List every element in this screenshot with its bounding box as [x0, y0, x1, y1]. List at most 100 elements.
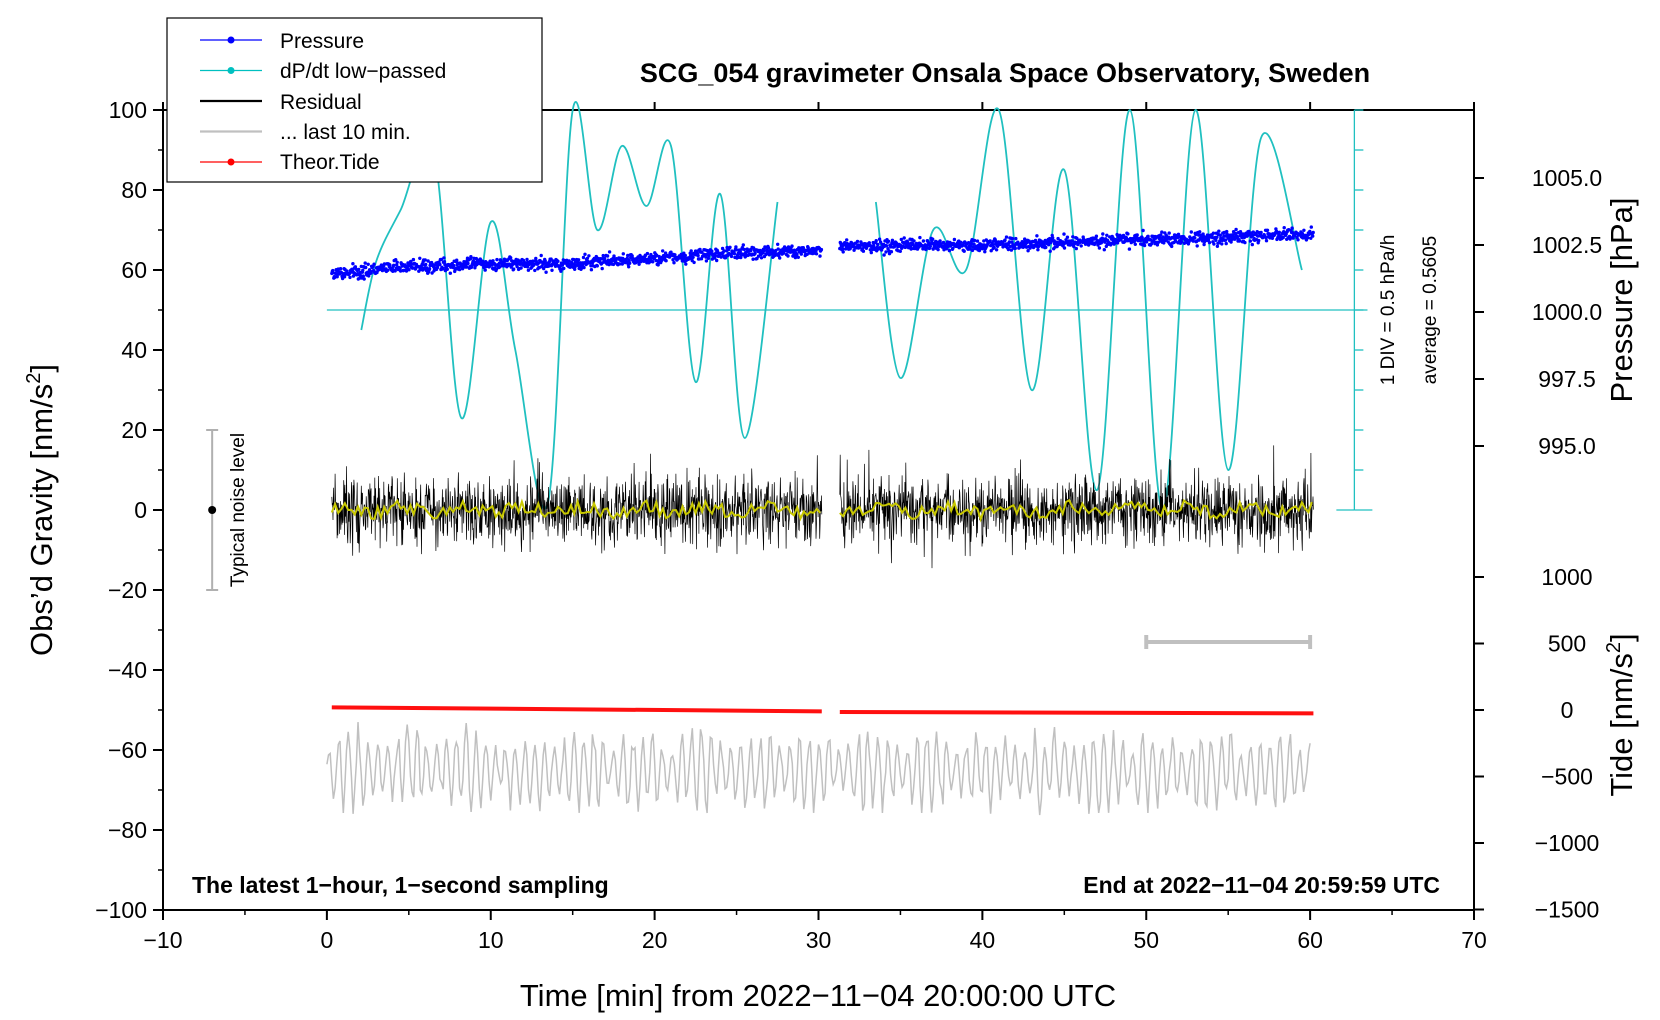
x-tick-label: 70: [1461, 927, 1487, 953]
pressure-tick-label: 995.0: [1538, 433, 1596, 459]
pressure-point: [1135, 233, 1139, 237]
pressure-point: [1014, 236, 1018, 241]
pressure-point: [841, 250, 845, 254]
tide-axis-label: Tide [nm/s2]: [1603, 633, 1639, 796]
pressure-point: [398, 269, 403, 273]
y-axis-pressure: 1005.0 1002.5 1000.0 997.5 995.0: [1474, 165, 1602, 459]
pressure-point: [734, 245, 738, 249]
pressure-point: [795, 252, 799, 257]
pressure-point: [533, 268, 537, 273]
pressure-point: [872, 243, 876, 248]
pressure-point: [871, 240, 875, 245]
pressure-point: [1176, 232, 1181, 236]
pressure-point: [495, 257, 499, 262]
pressure-point: [1070, 239, 1075, 243]
pressure-point: [1237, 239, 1242, 243]
pressure-point: [689, 249, 693, 253]
pressure-point: [424, 262, 428, 267]
pressure-point: [710, 249, 714, 253]
pressure-point: [445, 267, 449, 271]
x-tick-label: 60: [1297, 927, 1323, 953]
pressure-point: [962, 249, 966, 253]
pressure-point: [519, 266, 523, 270]
pressure-point: [818, 254, 822, 258]
y-tick-label: −60: [108, 737, 147, 763]
pressure-point: [1309, 225, 1314, 229]
pressure-point: [921, 239, 926, 243]
pressure-point: [989, 249, 993, 253]
pressure-point: [1036, 244, 1041, 249]
pressure-point: [542, 266, 546, 271]
pressure-point: [366, 262, 370, 266]
pressure-point: [673, 253, 677, 257]
pressure-point: [763, 246, 768, 250]
annotations: [206, 109, 1373, 649]
pressure-point: [1225, 229, 1229, 234]
tide-line-segment: [839, 709, 1314, 716]
y-axis-tide: 1000 500 0 −500 −1000 −1500: [1474, 564, 1599, 923]
pressure-point: [762, 249, 766, 253]
pressure-point: [691, 255, 695, 259]
pressure-point: [1229, 240, 1233, 244]
pressure-point: [1224, 241, 1228, 246]
pressure-point: [361, 268, 365, 272]
legend-items: [200, 36, 262, 166]
pressure-point: [753, 251, 757, 256]
y-tick-label: −100: [95, 897, 147, 923]
end-label: End at 2022−11−04 20:59:59 UTC: [1083, 872, 1440, 898]
pressure-point: [1170, 244, 1174, 249]
pressure-point: [448, 271, 452, 275]
pressure-point: [544, 270, 548, 274]
pressure-point: [363, 261, 367, 265]
pressure-point: [1036, 248, 1040, 252]
pressure-point: [1062, 232, 1066, 236]
legend-label-pressure: Pressure: [280, 30, 364, 53]
legend-label-residual: Residual: [280, 91, 362, 114]
pressure-point: [1079, 244, 1083, 248]
pressure-point: [991, 243, 995, 247]
pressure-point: [1071, 235, 1075, 239]
pressure-point: [457, 267, 462, 272]
tide-axis-label-sup: 2: [1603, 642, 1625, 653]
pressure-point: [671, 258, 675, 262]
pressure-point: [970, 248, 975, 253]
pressure-point: [442, 260, 447, 264]
pressure-point: [751, 257, 755, 261]
pressure-point: [1191, 239, 1196, 243]
pressure-point: [607, 262, 611, 267]
pressure-point: [899, 237, 903, 242]
pressure-point: [1049, 240, 1053, 245]
pressure-point: [983, 250, 987, 254]
pressure-point: [418, 256, 422, 260]
pressure-point: [1009, 248, 1014, 252]
pressure-tick-label: 1000.0: [1532, 299, 1602, 325]
pressure-point: [351, 262, 355, 266]
pressure-point: [1270, 236, 1275, 240]
pressure-point: [886, 239, 891, 243]
pressure-point: [884, 250, 888, 254]
pressure-point: [452, 263, 456, 268]
x-tick-label: 30: [806, 927, 832, 953]
pressure-point: [799, 252, 803, 256]
x-tick-label: 10: [478, 927, 504, 953]
series-dpdt: [360, 101, 1303, 511]
pressure-point: [952, 237, 957, 242]
pressure-point: [1282, 226, 1286, 230]
pressure-point: [975, 239, 980, 243]
pressure-point: [1149, 242, 1154, 246]
pressure-point: [425, 266, 429, 270]
pressure-point: [692, 260, 696, 265]
y-tick-label: 100: [109, 97, 147, 123]
pressure-point: [455, 258, 459, 262]
y-axis-label-main: Obs’d Gravity [nm/s: [24, 384, 59, 656]
pressure-point: [1072, 244, 1076, 249]
pressure-point: [1146, 234, 1150, 238]
legend: Pressure dP/dt low−passed Residual ... l…: [166, 17, 543, 183]
pressure-point: [1290, 226, 1294, 230]
tide-tick-label: −500: [1541, 764, 1593, 790]
pressure-point: [969, 242, 973, 246]
pressure-point: [357, 267, 361, 272]
pressure-point: [620, 262, 624, 266]
residual-smooth-segment: [330, 497, 821, 522]
legend-marker: [227, 36, 235, 44]
